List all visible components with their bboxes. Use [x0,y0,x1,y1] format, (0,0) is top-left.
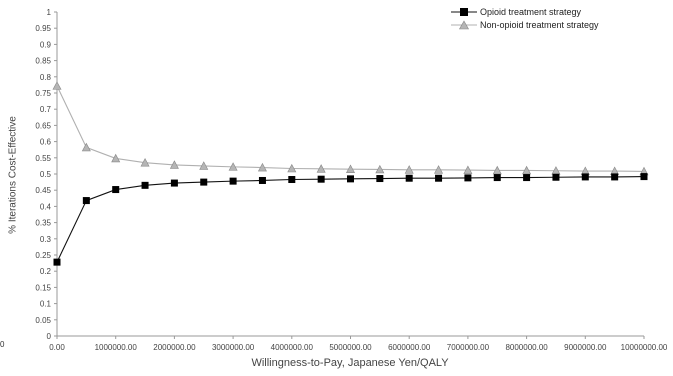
data-point-non-opioid [434,165,444,174]
y-tick-label: 0.5 [40,170,52,179]
data-point-opioid [405,174,413,182]
data-point-non-opioid [81,142,91,152]
data-point-opioid [581,173,589,181]
x-tick-label: 6000000.00 [388,343,431,352]
data-point-opioid [170,179,178,187]
data-point-non-opioid [228,162,238,171]
data-point-opioid [611,173,619,181]
y-tick-label: 0.7 [40,105,52,114]
data-point-non-opioid [375,164,385,174]
x-tick-label: 1000000.00 [95,343,138,352]
y-tick-label: 0.45 [35,186,51,195]
y-tick-label: 0.3 [40,235,52,244]
legend: Opioid treatment strategy Non-opioid tre… [451,5,599,31]
data-point-opioid [200,178,208,186]
corner-label: 0 [0,340,5,349]
data-point-opioid [552,173,560,181]
data-point-non-opioid [169,160,179,169]
x-tick-label: 9000000.00 [564,343,607,352]
data-point-opioid [435,174,443,182]
data-point-opioid [464,174,472,182]
data-point-non-opioid [287,163,297,173]
data-point-non-opioid [52,81,62,90]
legend-swatch-triangle [451,19,477,30]
data-point-opioid [317,175,325,183]
y-tick-label: 0.6 [40,138,52,147]
x-tick-label: 3000000.00 [212,343,255,352]
x-tick-label: 8000000.00 [505,343,548,352]
legend-label-non-opioid: Non-opioid treatment strategy [480,19,599,30]
data-point-opioid [258,176,266,184]
data-point-non-opioid [346,164,355,173]
y-tick-label: 0.15 [35,283,51,292]
y-axis-label: % Iterations Cost-Effective [7,116,19,234]
x-tick-label: 4000000.00 [271,343,314,352]
data-point-opioid [229,177,237,185]
y-tick-label: 0 [47,332,52,341]
data-point-opioid [82,197,90,205]
y-tick-label: 0.55 [35,154,51,163]
data-point-non-opioid [140,158,150,167]
data-point-opioid [288,176,296,184]
y-tick-label: 0.2 [40,267,52,276]
data-point-non-opioid [522,165,532,175]
x-tick-label: 7000000.00 [447,343,490,352]
series-line-opioid [56,176,645,263]
y-tick-label: 0.9 [40,40,52,49]
legend-swatch-square [451,7,477,17]
data-point-non-opioid [257,162,267,172]
data-point-opioid [376,175,384,183]
legend-label-opioid: Opioid treatment strategy [480,6,582,17]
x-tick-label: 10000000.00 [621,343,668,352]
data-point-opioid [640,173,648,181]
x-tick-label: 0.00 [49,343,65,352]
y-tick-label: 0.1 [40,300,52,309]
y-tick-label: 1 [47,8,52,17]
y-tick-label: 0.8 [40,73,52,82]
data-point-opioid [141,181,149,189]
data-point-opioid [53,258,61,266]
data-point-non-opioid [199,161,209,170]
y-tick-label: 0.25 [35,251,51,260]
data-point-opioid [347,175,354,183]
x-axis-label: Willingness-to-Pay, Japanese Yen/QALY [251,357,449,369]
x-tick-label: 2000000.00 [153,343,196,352]
y-tick-label: 0.4 [40,202,52,211]
data-point-opioid [493,174,501,182]
data-point-non-opioid [316,164,326,173]
data-point-non-opioid [463,165,473,174]
data-point-non-opioid [111,153,121,163]
data-point-opioid [523,174,531,182]
legend-item-opioid: Opioid treatment strategy [451,5,599,18]
y-tick-label: 0.65 [35,121,51,130]
data-point-non-opioid [492,165,502,175]
y-tick-label: 0.35 [35,219,51,228]
y-tick-label: 0.95 [35,24,51,33]
data-point-non-opioid [404,165,414,174]
legend-item-non-opioid: Non-opioid treatment strategy [451,18,599,31]
x-tick-label: 5000000.00 [329,343,372,352]
y-tick-label: 0.05 [35,316,51,325]
y-tick-label: 0.75 [35,89,51,98]
data-point-opioid [112,186,120,194]
y-tick-label: 0.85 [35,57,51,66]
